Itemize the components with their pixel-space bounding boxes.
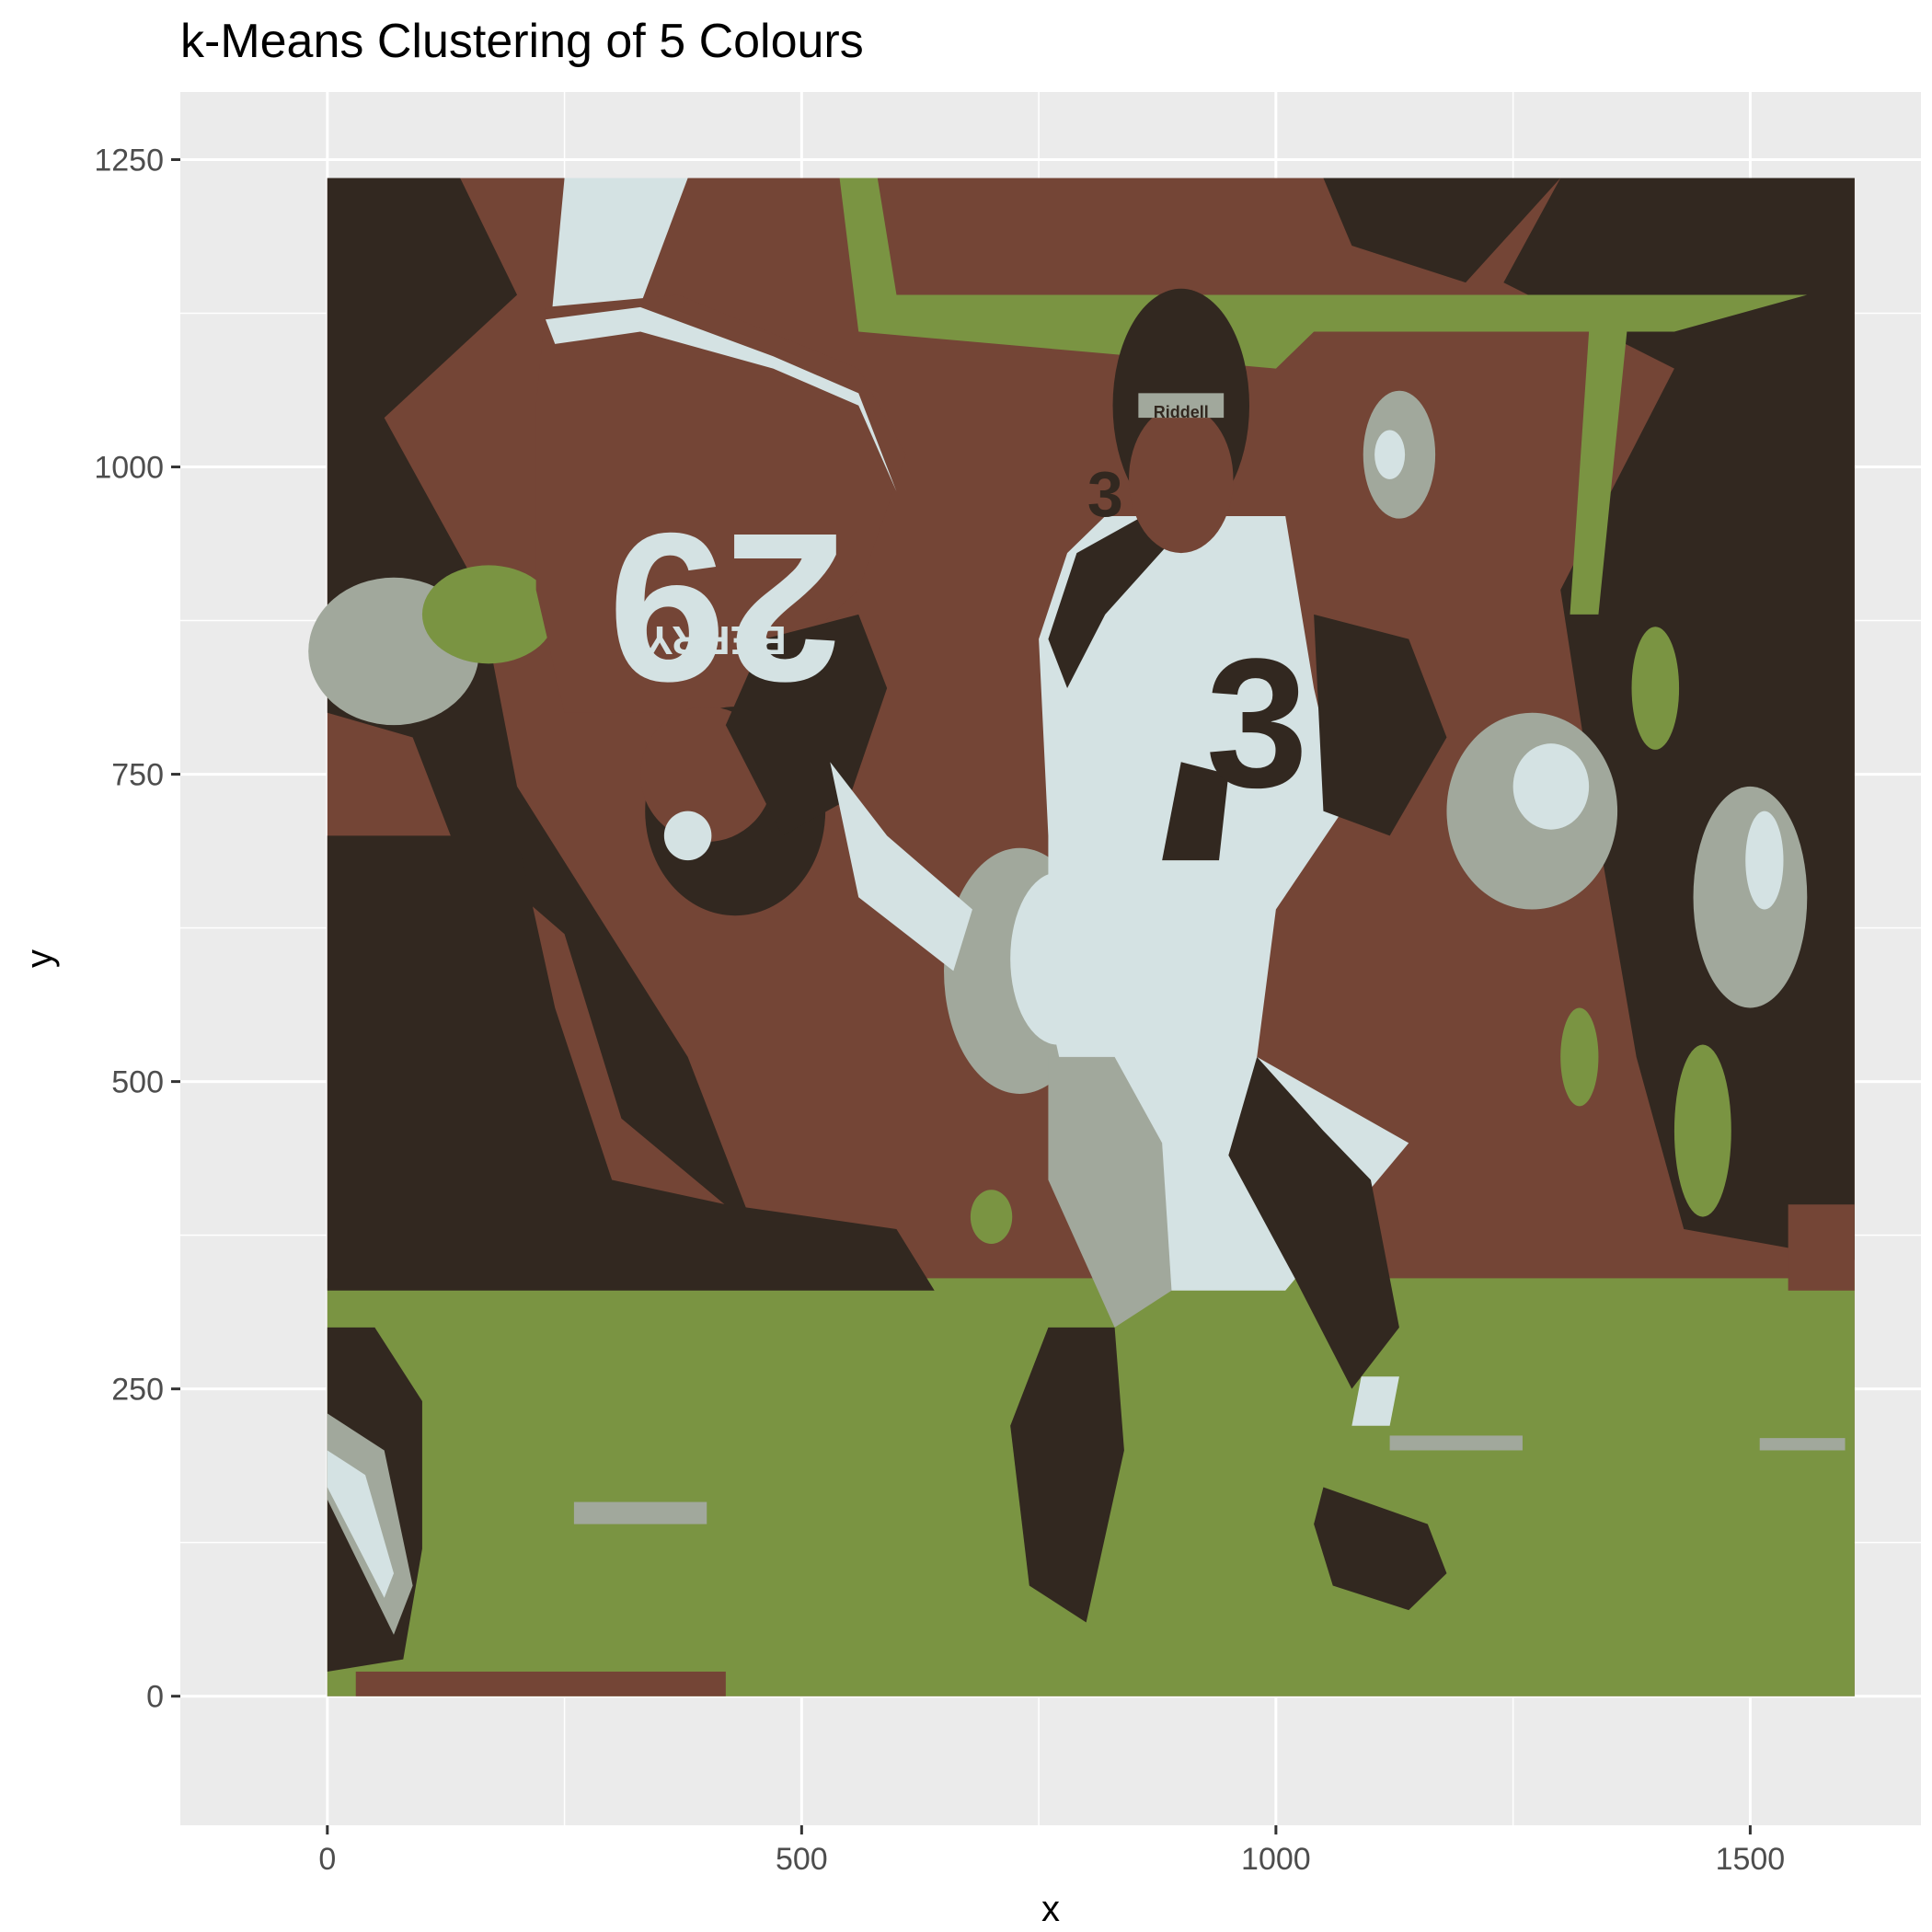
cluster-grey-pants	[1048, 1056, 1172, 1328]
cluster-light-jersey-trim	[545, 306, 897, 492]
cluster-green-blob	[421, 565, 556, 664]
cluster-light-blob	[1512, 743, 1590, 830]
jersey-name-text: BERRY	[646, 617, 786, 662]
axis-ticks: 0 500 1000 1500 0 250 500 750 1000 1250	[94, 143, 1785, 1877]
cluster-brown-face	[1129, 405, 1234, 554]
cluster-brown-streak	[355, 1671, 726, 1696]
cluster-light-glove	[830, 762, 972, 972]
cluster-grey-facemask	[1138, 393, 1225, 419]
cluster-dark-cleat	[1314, 1487, 1447, 1611]
jersey-number-29-text: 29	[608, 489, 844, 726]
cluster-light-blob	[1374, 430, 1406, 479]
y-tick-label: 250	[111, 1373, 164, 1408]
cluster-grey-blob	[1693, 786, 1808, 1008]
y-tick-label: 1250	[94, 143, 164, 178]
x-tick-label: 500	[776, 1842, 828, 1877]
helmet-brand-text: Riddell	[1154, 403, 1209, 421]
cluster-green-blob	[1560, 1007, 1599, 1107]
cluster-dark-arm	[725, 614, 888, 836]
jersey-number-3-text: 3	[1206, 621, 1308, 826]
y-tick-label: 500	[111, 1065, 164, 1100]
cluster-light-blob	[1745, 811, 1784, 910]
x-tick-label: 0	[318, 1842, 336, 1877]
cluster-light-player-edge	[327, 1450, 394, 1598]
cluster-green-stripe	[1570, 331, 1627, 615]
cluster-dark-ball	[1314, 614, 1447, 836]
cluster-dark-stands	[1323, 178, 1561, 283]
cluster-light-sock-band	[1351, 1376, 1399, 1426]
x-axis-title: x	[1041, 1889, 1060, 1929]
cluster-grey-streak	[1389, 1435, 1523, 1451]
sleeve-number-3-text: 3	[1087, 458, 1123, 530]
y-tick-label: 0	[146, 1680, 164, 1715]
cluster-brown-background	[1788, 1204, 1855, 1291]
x-tick-label: 1500	[1716, 1842, 1786, 1877]
cluster-green-blob	[1673, 1044, 1731, 1217]
cluster-green-blob	[1631, 627, 1680, 750]
cluster-grey-streak	[1759, 1438, 1846, 1451]
cluster-green-blob	[970, 1190, 1013, 1244]
cluster-dark-leg	[1010, 1327, 1124, 1623]
cluster-dark-sock	[1228, 1056, 1399, 1389]
cluster-green-stripe	[839, 178, 1808, 369]
cluster-dark-stands	[327, 835, 935, 1291]
cluster-dark-number	[1162, 762, 1229, 861]
cluster-dark-sleeve	[1048, 515, 1172, 689]
y-tick-label: 750	[111, 758, 164, 793]
cluster-light-helmet-logo	[663, 811, 712, 861]
cluster-brown-jersey	[535, 294, 906, 713]
x-tick-label: 1000	[1241, 1842, 1311, 1877]
cluster-grey-streak	[573, 1501, 707, 1524]
chart-title: k-Means Clustering of 5 Colours	[180, 15, 864, 68]
y-axis-title: y	[19, 949, 60, 968]
y-tick-label: 1000	[94, 451, 164, 486]
